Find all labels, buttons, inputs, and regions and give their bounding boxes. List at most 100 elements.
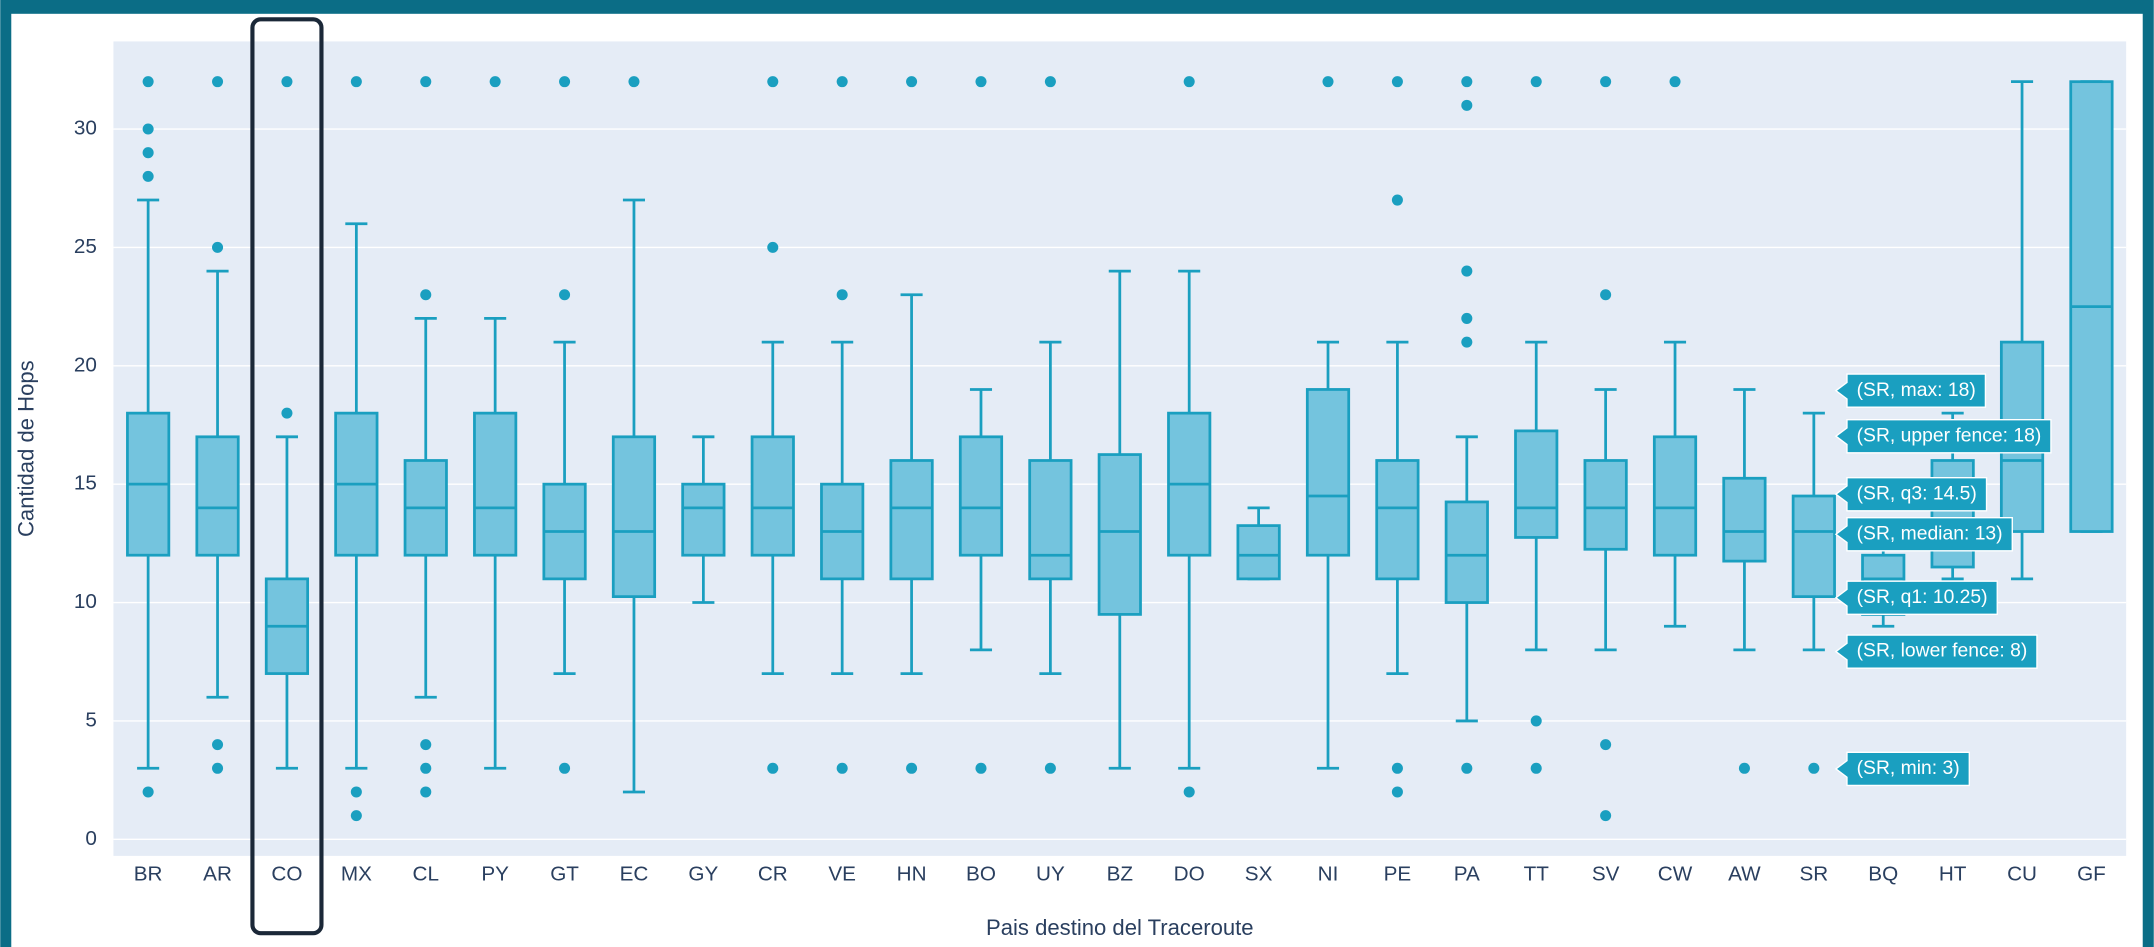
outlier <box>420 76 432 88</box>
x-tick-label: SV <box>1592 863 1620 886</box>
outlier <box>1600 289 1612 301</box>
x-tick-label: SX <box>1245 863 1273 886</box>
box <box>958 435 1004 557</box>
outlier <box>1808 762 1820 774</box>
x-axis-title: Pais destino del Traceroute <box>986 915 1254 940</box>
x-tick-label: UY <box>1036 863 1065 886</box>
outlier <box>1461 265 1473 277</box>
outlier <box>1461 336 1473 348</box>
x-tick-label: CU <box>2007 863 2037 886</box>
y-tick-label: 20 <box>74 353 97 376</box>
x-tick-label: CW <box>1658 863 1693 886</box>
x-tick-label: BR <box>134 863 163 886</box>
x-tick-label: BQ <box>1868 863 1898 886</box>
x-tick-label: EC <box>620 863 649 886</box>
outlier <box>559 762 571 774</box>
hover-label: (SR, upper fence: 18) <box>1834 418 2052 454</box>
x-tick-label: HT <box>1939 863 1967 886</box>
outlier <box>975 762 987 774</box>
outlier <box>767 241 779 253</box>
highlight-box <box>250 17 324 936</box>
x-tick-label: VE <box>828 863 856 886</box>
x-tick-label: NI <box>1318 863 1339 886</box>
y-tick-label: 15 <box>74 472 97 495</box>
hover-box <box>1834 418 2052 454</box>
x-tick-label: GT <box>550 863 579 886</box>
outlier <box>1391 76 1403 88</box>
box <box>1097 453 1142 616</box>
outlier <box>281 407 293 419</box>
outlier <box>420 289 432 301</box>
outlier <box>142 123 154 135</box>
outlier <box>1600 76 1612 88</box>
x-tick-label: AR <box>203 863 232 886</box>
outlier <box>281 76 293 88</box>
hover-text: (SR, min: 3) <box>1857 758 1960 779</box>
hover-text: (SR, median: 13) <box>1857 523 2003 544</box>
outlier <box>142 170 154 182</box>
outlier <box>142 147 154 159</box>
box <box>473 411 518 557</box>
box <box>611 435 657 599</box>
hover-label: (SR, q1: 10.25) <box>1834 580 1998 615</box>
hover-label: (SR, min: 3) <box>1834 751 1970 787</box>
x-tick-label: HN <box>897 863 927 886</box>
box <box>1028 459 1073 581</box>
outlier <box>836 76 848 88</box>
outlier <box>1461 99 1473 111</box>
outlier <box>1738 762 1750 774</box>
outlier <box>1669 76 1681 88</box>
box <box>889 459 934 581</box>
y-tick-label: 0 <box>85 827 97 850</box>
x-tick-label: DO <box>1174 863 1205 886</box>
hover-text: (SR, upper fence: 18) <box>1857 425 2042 446</box>
outlier <box>559 289 571 301</box>
outlier <box>1391 786 1403 798</box>
y-tick-label: 10 <box>74 590 97 613</box>
x-tick-label: TT <box>1524 863 1550 886</box>
outlier <box>1600 810 1612 822</box>
outlier <box>767 762 779 774</box>
outlier <box>1322 76 1334 88</box>
outlier <box>975 76 987 88</box>
x-tick-label: PY <box>481 863 509 886</box>
hover-box <box>1834 373 1987 408</box>
outlier <box>350 810 362 822</box>
hover-text: (SR, q3: 14.5) <box>1857 483 1977 504</box>
outlier <box>1183 76 1195 88</box>
y-tick-label: 5 <box>85 708 97 731</box>
outlier <box>1044 762 1056 774</box>
hover-box <box>1834 476 1988 512</box>
box <box>195 435 240 557</box>
outlier <box>1461 76 1473 88</box>
hover-text: (SR, lower fence: 8) <box>1857 641 2028 662</box>
box <box>1722 476 1767 563</box>
outlier <box>767 76 779 88</box>
outlier <box>628 76 640 88</box>
outlier <box>489 76 501 88</box>
x-tick-label: GF <box>2077 863 2106 886</box>
outlier <box>1461 312 1473 324</box>
outlier <box>350 786 362 798</box>
outlier <box>1530 715 1542 727</box>
x-tick-label: SR <box>1799 863 1828 886</box>
x-tick-label: BZ <box>1107 863 1133 886</box>
box <box>1514 429 1559 539</box>
hover-label: (SR, q3: 14.5) <box>1834 476 1988 512</box>
box <box>1236 524 1281 581</box>
box <box>1583 459 1628 551</box>
box <box>1375 459 1420 581</box>
outlier <box>350 76 362 88</box>
y-axis-title: Cantidad de Hops <box>14 360 39 537</box>
hover-text: (SR, max: 18) <box>1857 380 1976 401</box>
hover-box <box>1834 580 1998 615</box>
x-tick-label: AW <box>1728 863 1761 886</box>
x-tick-label: PE <box>1384 863 1412 886</box>
outlier <box>906 76 918 88</box>
outlier <box>420 739 432 751</box>
x-tick-label: MX <box>341 863 372 886</box>
x-tick-label: CR <box>758 863 788 886</box>
outlier <box>212 739 224 751</box>
